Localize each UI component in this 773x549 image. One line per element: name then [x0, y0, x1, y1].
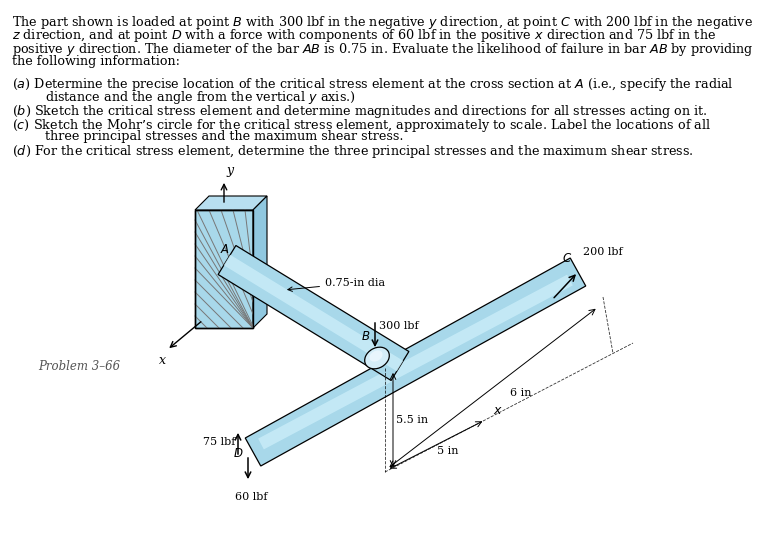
Text: ($a$) Determine the precise location of the critical stress element at the cross: ($a$) Determine the precise location of … [12, 76, 734, 93]
Text: 60 lbf: 60 lbf [235, 492, 267, 502]
Text: $x$: $x$ [493, 404, 502, 417]
Bar [195, 210, 253, 328]
Text: $z$ direction, and at point $D$ with a force with components of 60 lbf in the po: $z$ direction, and at point $D$ with a f… [12, 27, 716, 44]
Text: $B$: $B$ [361, 330, 370, 343]
Bar [195, 210, 253, 328]
Ellipse shape [369, 350, 383, 362]
Text: y: y [226, 164, 233, 177]
Text: 75 lbf: 75 lbf [203, 437, 235, 447]
Ellipse shape [365, 347, 390, 369]
Polygon shape [253, 196, 267, 328]
Text: $A$: $A$ [220, 243, 230, 256]
Text: The part shown is loaded at point $B$ with 300 lbf in the negative $y$ direction: The part shown is loaded at point $B$ wi… [12, 14, 753, 31]
Text: 6 in: 6 in [510, 388, 532, 398]
Polygon shape [195, 196, 267, 210]
Text: 200 lbf: 200 lbf [583, 247, 622, 257]
Text: 5 in: 5 in [437, 446, 458, 456]
Text: three principal stresses and the maximum shear stress.: three principal stresses and the maximum… [45, 130, 404, 143]
Text: Problem 3–66: Problem 3–66 [38, 360, 120, 373]
Text: ($b$) Sketch the critical stress element and determine magnitudes and directions: ($b$) Sketch the critical stress element… [12, 103, 708, 120]
Polygon shape [245, 258, 586, 466]
Text: 5.5 in: 5.5 in [396, 415, 428, 425]
Text: 0.75-in dia: 0.75-in dia [288, 278, 385, 292]
Polygon shape [224, 255, 404, 371]
Text: $C$: $C$ [562, 252, 572, 265]
Text: x: x [159, 354, 166, 367]
Text: ($c$) Sketch the Mohr’s circle for the critical stress element, approximately to: ($c$) Sketch the Mohr’s circle for the c… [12, 116, 711, 133]
Text: $D$: $D$ [233, 447, 243, 460]
Polygon shape [218, 245, 409, 380]
Text: distance and the angle from the vertical $y$ axis.): distance and the angle from the vertical… [45, 89, 356, 107]
Polygon shape [258, 274, 573, 450]
Text: ($d$) For the critical stress element, determine the three principal stresses an: ($d$) For the critical stress element, d… [12, 143, 693, 160]
Text: 300 lbf: 300 lbf [379, 321, 419, 331]
Text: the following information:: the following information: [12, 54, 180, 68]
Text: positive $y$ direction. The diameter of the bar $AB$ is 0.75 in. Evaluate the li: positive $y$ direction. The diameter of … [12, 41, 754, 58]
